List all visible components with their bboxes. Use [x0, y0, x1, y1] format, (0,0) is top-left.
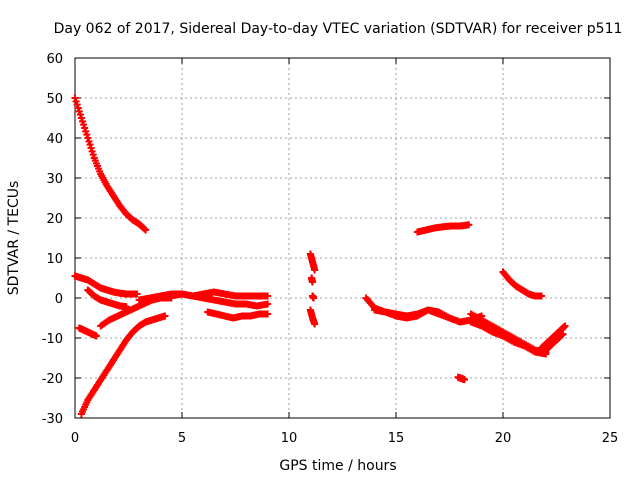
series-arc-rising-from-minus29	[77, 312, 169, 418]
data-point	[465, 221, 473, 229]
series-band-near-zero-lower	[157, 290, 272, 310]
x-tick-label: 0	[71, 431, 79, 446]
data-point	[538, 292, 546, 300]
plot-frame	[74, 57, 611, 419]
series-arc-from-5-to-1	[71, 272, 141, 298]
series-short-arc-11h-upper	[306, 250, 319, 274]
data-point	[460, 376, 468, 384]
y-tick-label: 40	[46, 132, 63, 147]
data-point	[311, 266, 319, 274]
y-tick-label: 60	[46, 52, 63, 67]
series-arc-rising-to-23-lower	[540, 330, 567, 356]
data-points	[71, 94, 569, 418]
x-tick-label: 25	[602, 431, 619, 446]
data-point	[92, 332, 100, 340]
series-point-minus20	[454, 373, 468, 384]
series-short-arc-11h-lower	[306, 306, 319, 328]
y-axis-label: SDTVAR / TECUs	[6, 181, 22, 296]
series-arc-from-2-to-minus2	[84, 286, 130, 311]
grid-lines	[75, 58, 610, 418]
x-tick-label: 10	[281, 431, 298, 446]
y-tick-label: 50	[46, 92, 63, 107]
series-arc-descending-after-19-lower	[467, 318, 550, 358]
series-arc-14-to-16-lower	[371, 306, 464, 326]
data-point	[456, 318, 464, 326]
series-short-arc-11h-zero	[309, 292, 318, 302]
x-tick-label: 5	[178, 431, 186, 446]
axis-ticks: 0 5 10 15 20 25 -30 -20 -10 0 10 20 30 40 50 60	[42, 52, 619, 446]
series-arc-descending-after-19	[467, 310, 550, 356]
data-point	[559, 330, 567, 338]
series-arc-from-6-to-0	[499, 268, 546, 300]
y-tick-label: 30	[46, 172, 63, 187]
data-point	[561, 322, 569, 330]
data-point	[72, 97, 80, 105]
data-point	[311, 320, 319, 328]
series-short-arc-11h-middle	[307, 274, 317, 286]
data-point	[82, 127, 90, 135]
x-axis-label: GPS time / hours	[279, 458, 396, 474]
series-arc-minus8	[75, 324, 100, 340]
data-point	[133, 290, 141, 298]
data-point	[75, 107, 83, 115]
data-point	[88, 147, 96, 155]
y-tick-label: -10	[42, 332, 63, 347]
y-tick-label: 20	[46, 212, 63, 227]
data-point	[264, 310, 272, 318]
y-tick-label: -30	[42, 412, 63, 427]
data-point	[310, 294, 318, 302]
chart-title: Day 062 of 2017, Sidereal Day-to-day VTE…	[54, 21, 623, 37]
y-tick-label: 10	[46, 252, 63, 267]
data-point	[78, 117, 86, 125]
x-tick-label: 15	[388, 431, 405, 446]
series-arc-descending-from-50	[71, 94, 150, 234]
data-point	[309, 278, 317, 286]
y-tick-label: 0	[55, 292, 63, 307]
data-point	[85, 137, 93, 145]
series-arc-17-to-18	[413, 221, 473, 236]
data-point	[161, 312, 169, 320]
x-tick-label: 20	[495, 431, 512, 446]
data-point	[142, 226, 150, 234]
series-arc-minus4	[204, 308, 272, 322]
y-tick-label: -20	[42, 372, 63, 387]
data-point	[264, 300, 272, 308]
data-point	[264, 292, 272, 300]
